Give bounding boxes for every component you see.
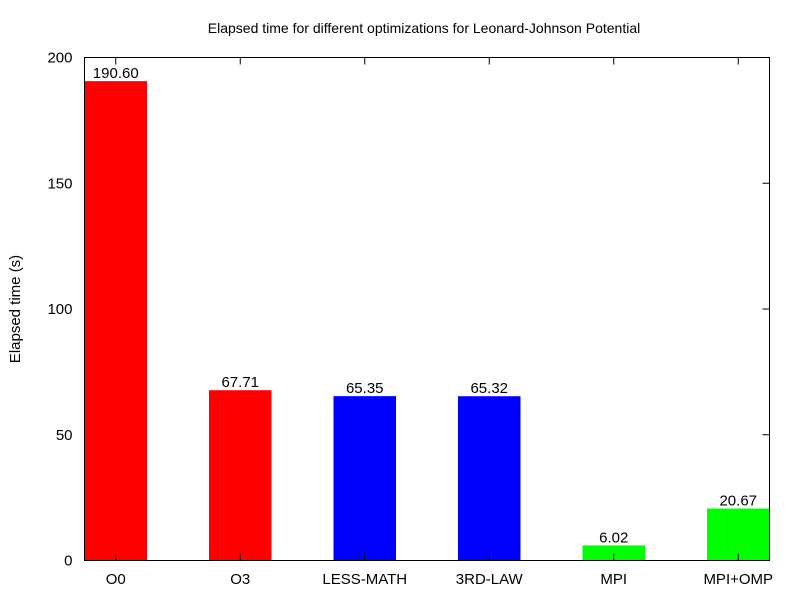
y-tick-label: 50 — [56, 427, 73, 444]
plot-frame — [84, 57, 770, 561]
bar-mpi — [582, 545, 645, 561]
y-tick-label: 150 — [47, 175, 72, 192]
y-tick-label: 100 — [47, 301, 72, 318]
bars — [84, 81, 770, 561]
bar-less-math — [333, 396, 396, 561]
y-axis-ticks: 0 50 100 150 200 — [47, 50, 770, 570]
data-label: 20.67 — [719, 493, 757, 510]
category-label: O0 — [106, 571, 126, 588]
data-label: 65.35 — [346, 380, 384, 397]
y-axis-label: Elapsed time (s) — [7, 255, 24, 363]
data-labels: 190.60 67.71 65.35 65.32 6.02 20.67 — [93, 65, 757, 546]
bar-3rd-law — [458, 396, 521, 561]
data-label: 65.32 — [470, 380, 508, 397]
data-label: 67.71 — [221, 374, 259, 391]
category-label: MPI+OMP — [703, 571, 773, 588]
y-tick-label: 0 — [64, 553, 72, 570]
bar-mpi-omp — [707, 508, 770, 561]
category-label: LESS-MATH — [322, 571, 407, 588]
category-label: 3RD-LAW — [456, 571, 524, 588]
y-tick-label: 200 — [47, 50, 72, 67]
category-labels: O0 O3 LESS-MATH 3RD-LAW MPI MPI+OMP — [106, 57, 773, 588]
data-label: 190.60 — [93, 65, 139, 82]
data-label: 6.02 — [599, 529, 628, 546]
category-label: MPI — [600, 571, 627, 588]
bar-o0 — [84, 81, 147, 561]
category-label: O3 — [230, 571, 250, 588]
chart-title: Elapsed time for different optimizations… — [208, 20, 640, 36]
bar-o3 — [209, 390, 272, 561]
